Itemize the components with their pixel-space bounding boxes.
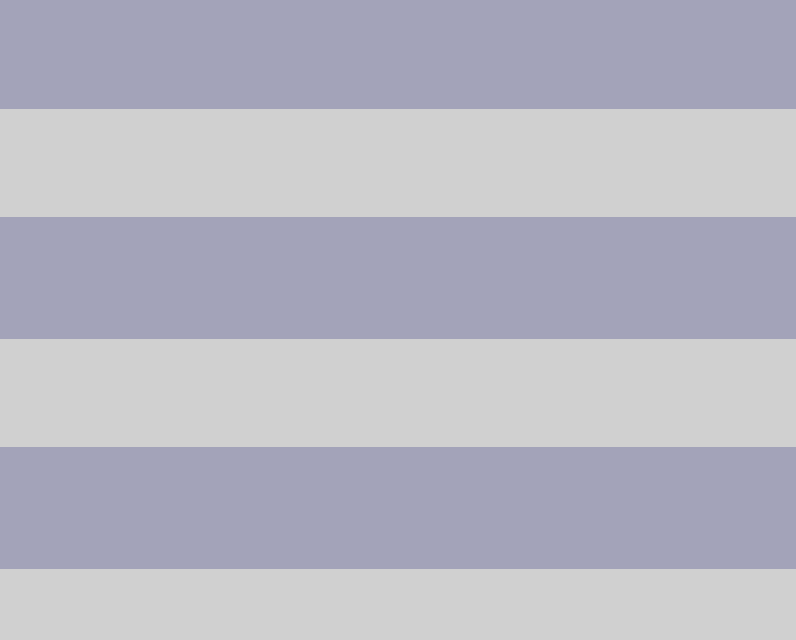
stripe-band bbox=[0, 339, 796, 447]
stripe-band bbox=[0, 569, 796, 640]
stripe-band bbox=[0, 0, 796, 109]
stripe-band bbox=[0, 217, 796, 339]
stripe-band bbox=[0, 109, 796, 217]
stripe-band bbox=[0, 447, 796, 569]
